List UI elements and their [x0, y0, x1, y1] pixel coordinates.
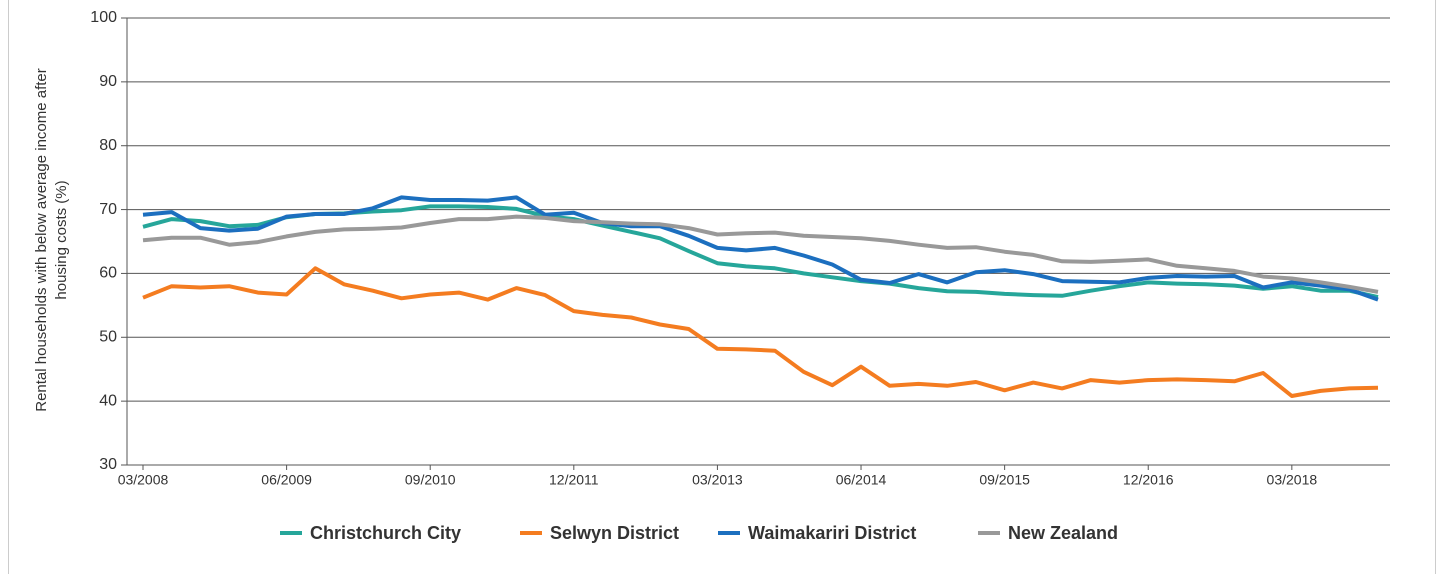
x-tick-label: 06/2014 — [836, 472, 887, 488]
y-tick-label: 30 — [99, 456, 117, 473]
y-tick-label: 40 — [99, 392, 117, 409]
y-tick-label: 50 — [99, 329, 117, 346]
legend-label: Selwyn District — [550, 523, 679, 543]
legend-label: Christchurch City — [310, 523, 461, 543]
legend-label: Waimakariri District — [748, 523, 916, 543]
y-tick-label: 70 — [99, 201, 117, 218]
x-tick-label: 06/2009 — [261, 472, 312, 488]
y-tick-label: 90 — [99, 73, 117, 90]
frame — [8, 0, 1436, 574]
x-tick-label: 12/2011 — [549, 472, 599, 488]
y-axis-label: housing costs (%) — [53, 180, 70, 299]
y-axis-label: Rental households with below average inc… — [33, 68, 50, 412]
x-tick-label: 09/2015 — [979, 472, 1030, 488]
series-line — [142, 214, 1379, 294]
series-line — [142, 204, 1379, 300]
y-tick-label: 80 — [99, 137, 117, 154]
x-tick-label: 09/2010 — [405, 472, 456, 488]
series-line — [142, 266, 1379, 398]
y-tick-label: 100 — [90, 9, 117, 26]
x-tick-label: 03/2013 — [692, 472, 743, 488]
x-tick-label: 03/2018 — [1267, 472, 1318, 488]
y-tick-label: 60 — [99, 265, 117, 282]
x-tick-label: 03/2008 — [118, 472, 169, 488]
series-line — [142, 195, 1379, 302]
legend-label: New Zealand — [1008, 523, 1118, 543]
x-tick-label: 12/2016 — [1123, 472, 1174, 488]
